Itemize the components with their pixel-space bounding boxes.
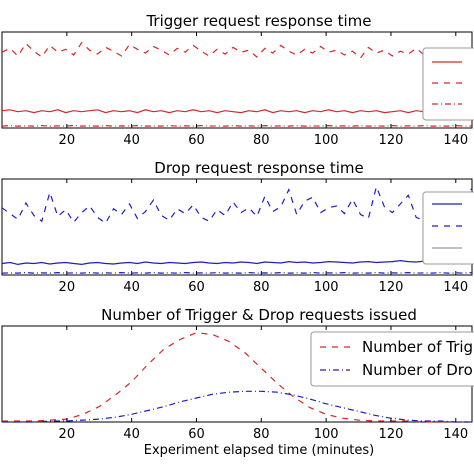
x-tick-label: 140 xyxy=(443,427,468,442)
x-tick-label: 60 xyxy=(188,133,205,148)
x-axis-label: Experiment elapsed time (minutes) xyxy=(144,443,375,458)
panel-requests-issued: Number of Trigger & Drop requests issued… xyxy=(1,306,474,458)
legend-box xyxy=(422,191,474,265)
series-line-dashdot xyxy=(1,124,473,127)
legend-frame xyxy=(422,47,474,121)
legend-frame xyxy=(310,331,474,387)
panel-trigger-response-time: Trigger request response time 20 40 60 80 10… xyxy=(1,12,474,148)
panel-title: Number of Trigger & Drop requests issued xyxy=(101,306,417,324)
series-line-dashdot xyxy=(1,271,473,274)
x-tick-label: 140 xyxy=(443,280,468,295)
legend-frame xyxy=(422,191,474,265)
x-tick-label: 80 xyxy=(253,280,270,295)
tick-layer: 20 40 60 80 100 120 140 xyxy=(59,326,468,442)
x-tick-label: 100 xyxy=(314,427,339,442)
x-tick-label: 60 xyxy=(188,280,205,295)
legend-label-trigger: Number of Trig xyxy=(362,338,473,356)
plot-frame xyxy=(1,31,473,129)
x-tick-label: 100 xyxy=(314,133,339,148)
x-tick-label: 40 xyxy=(123,280,140,295)
x-tick-label: 80 xyxy=(253,427,270,442)
series-line-dashdot xyxy=(2,390,472,423)
x-tick-label: 20 xyxy=(59,427,76,442)
x-tick-label: 120 xyxy=(379,427,404,442)
x-tick-label: 40 xyxy=(123,133,140,148)
x-tick-label: 60 xyxy=(188,427,205,442)
legend-box xyxy=(422,47,474,121)
series-line-solid xyxy=(1,109,473,114)
series-layer xyxy=(1,41,473,127)
series-line-dashed xyxy=(1,184,473,225)
x-tick-label: 120 xyxy=(379,280,404,295)
panel-title: Trigger request response time xyxy=(145,12,371,30)
legend-box: Number of Trig Number of Dro xyxy=(310,331,474,387)
panel-title: Drop request response time xyxy=(154,159,363,177)
tick-layer: 20 40 60 80 100 120 140 xyxy=(59,179,468,295)
panel-drop-response-time: Drop request response time 20 40 60 80 100 12… xyxy=(1,159,474,295)
series-line-dashed xyxy=(1,41,473,59)
series-layer xyxy=(2,332,472,423)
series-layer xyxy=(1,184,473,274)
x-tick-label: 80 xyxy=(253,133,270,148)
tick-layer: 20 40 60 80 100 120 140 xyxy=(59,32,468,148)
legend-label-drop: Number of Dro xyxy=(362,361,473,379)
x-tick-label: 120 xyxy=(379,133,404,148)
x-tick-label: 100 xyxy=(314,280,339,295)
x-tick-label: 20 xyxy=(59,133,76,148)
series-line-solid xyxy=(1,259,473,266)
x-tick-label: 140 xyxy=(443,133,468,148)
x-tick-label: 40 xyxy=(123,427,140,442)
series-line-dashed xyxy=(2,332,472,423)
x-tick-label: 20 xyxy=(59,280,76,295)
